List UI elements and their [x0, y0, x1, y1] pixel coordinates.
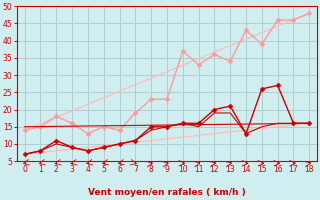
X-axis label: Vent moyen/en rafales ( km/h ): Vent moyen/en rafales ( km/h ): [88, 188, 246, 197]
